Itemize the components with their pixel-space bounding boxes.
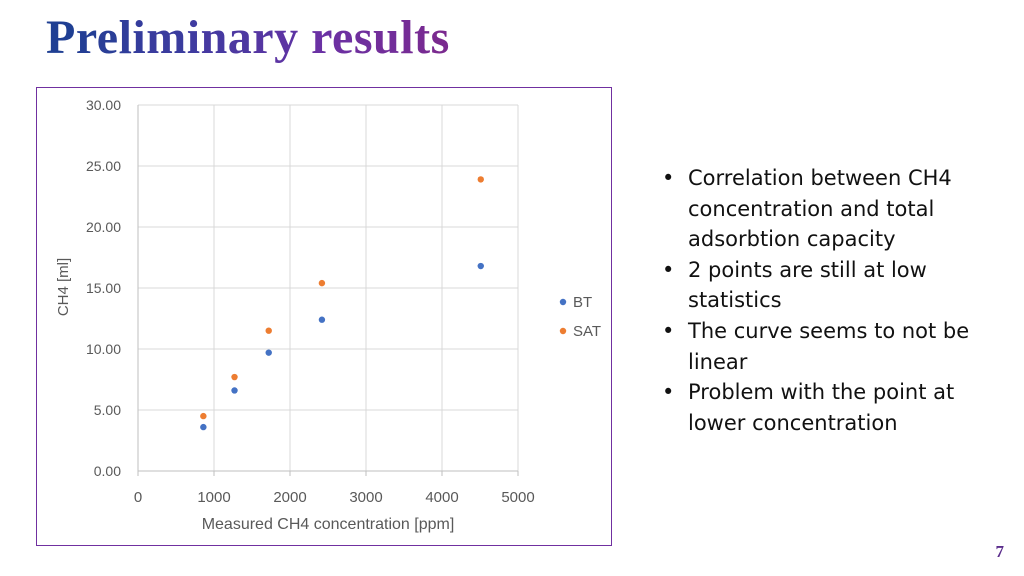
bullet-icon: • [662,257,675,282]
x-tick-label: 5000 [501,489,534,506]
y-tick-label: 15.00 [86,280,121,296]
title-letter: t [414,11,431,64]
bullet-item: • Problem with the point at lower concent… [658,377,998,438]
title-letter: l [400,11,415,64]
title-letter: i [132,11,147,64]
title-letter: r [252,11,275,64]
x-axis-title: Measured CH4 concentration [ppm] [202,516,455,533]
title-letter: r [311,11,333,64]
title-letter: s [353,11,374,64]
title-letter: l [118,11,133,64]
data-point-bt [477,262,484,270]
bullet-item: • The curve seems to not be linear [658,316,998,377]
data-point-bt [231,387,238,394]
title-letter: a [227,11,253,64]
title-letter: i [186,11,201,64]
title-letter: r [75,11,97,64]
x-tick-label: 3000 [349,489,382,506]
title-letter: P [46,11,76,64]
title-letter: e [332,11,354,64]
data-point-sat [477,176,484,183]
legend-marker-bt [559,298,567,306]
legend-marker-sat [559,327,567,335]
title-letter: n [200,11,228,64]
title-letter: e [96,11,119,64]
x-tick-label: 4000 [425,489,458,506]
bullet-item: • 2 points are still at low statistics [658,255,998,316]
title-letter [299,11,312,64]
data-points [200,176,484,431]
y-axis-title: CH4 [ml] [55,258,72,316]
data-point-sat [200,412,207,420]
data-point-sat [265,327,272,334]
data-point-sat [231,373,238,381]
grid-lines [138,104,519,471]
data-point-bt [200,423,207,431]
x-tick-label: 2000 [273,489,306,506]
title-letter: y [274,11,299,64]
axes [137,105,519,476]
legend: BT SAT [559,294,601,340]
slide-title: Preliminary results [46,6,450,70]
scatter-chart: 0.00 5.00 10.00 15.00 20.00 25.00 30.00 0 1000 20… [55,97,601,533]
bullet-icon: • [662,166,675,190]
bullet-list: • Correlation between CH4 concentration a… [658,163,998,438]
x-tick-label: 1000 [197,489,230,506]
y-tick-label: 0.00 [94,463,121,479]
bullet-item: • Correlation between CH4 concentration a… [658,163,998,255]
bullet-icon: • [662,318,675,343]
y-tick-label: 30.00 [86,97,121,113]
data-point-sat [318,279,326,287]
data-point-bt [265,349,272,356]
x-tick-label: 0 [134,489,142,506]
title-letter: m [146,11,187,64]
chart-frame: 0.00 5.00 10.00 15.00 20.00 25.00 30.00 0 1000 20… [36,87,612,546]
page-number: 7 [995,542,1005,561]
title-letter: u [373,11,401,64]
axis-titles: Measured CH4 concentration [ppm] CH4 [ml] [55,258,454,533]
y-tick-label: 5.00 [94,402,121,418]
legend-label-bt: BT [573,294,592,311]
title-letter: s [430,11,450,64]
y-tick-label: 25.00 [86,158,121,174]
tick-labels: 0.00 5.00 10.00 15.00 20.00 25.00 30.00 0 1000 20… [86,97,535,506]
legend-label-sat: SAT [573,323,601,340]
bullet-icon: • [662,380,675,405]
y-tick-label: 20.00 [86,219,121,235]
y-tick-label: 10.00 [86,341,121,357]
data-point-bt [318,316,326,323]
